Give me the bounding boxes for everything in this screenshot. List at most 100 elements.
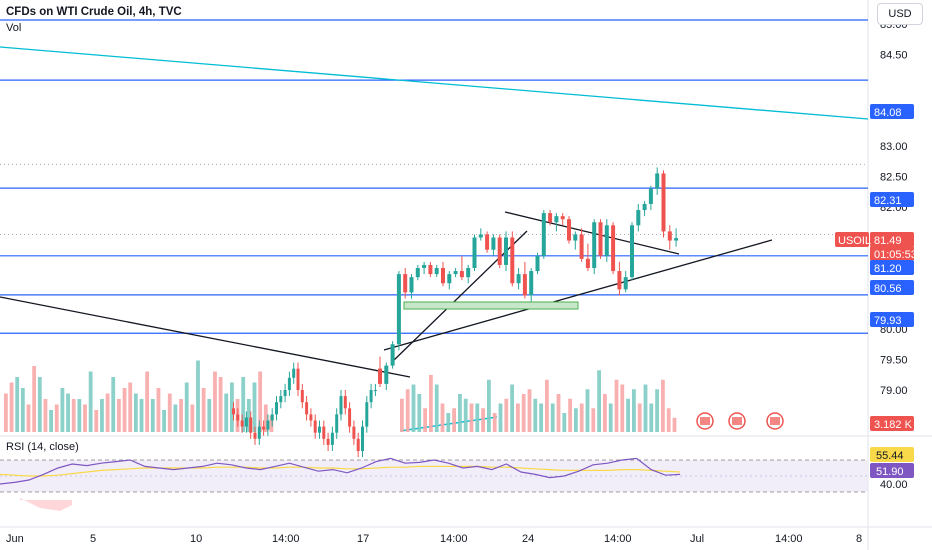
volume-bar xyxy=(614,379,619,432)
rsi-line xyxy=(0,457,681,485)
price-tick-label: 84.50 xyxy=(880,50,908,62)
candle-body xyxy=(548,213,553,223)
volume-bar xyxy=(545,379,549,432)
rsi-tick-label: 40.00 xyxy=(880,479,908,491)
price-badge: 81.20 xyxy=(870,260,914,275)
candle-body xyxy=(396,274,401,345)
volume-bar xyxy=(411,384,416,432)
candle-body xyxy=(579,234,584,259)
rsi-oversold-fill xyxy=(20,498,72,511)
candle-body xyxy=(287,377,291,390)
volume-bar xyxy=(400,398,404,432)
time-tick-label: 5 xyxy=(90,533,96,545)
volume-bar xyxy=(100,399,104,432)
rsi-ma-badge: 55.44 xyxy=(870,447,914,462)
volume-bar xyxy=(88,371,93,432)
volume-bar xyxy=(649,403,654,432)
candle-body xyxy=(535,255,540,272)
candle-body xyxy=(667,231,672,241)
volume-bar xyxy=(71,399,76,432)
price-badge-label: 81.20 xyxy=(874,263,902,275)
candle-body xyxy=(510,237,515,284)
volume-bar xyxy=(452,408,456,432)
time-tick-label: 14:00 xyxy=(272,533,300,545)
time-tick-label: 14:00 xyxy=(604,533,632,545)
candle-body xyxy=(529,271,534,296)
volume-bar xyxy=(139,399,144,432)
time-tick-label: Jul xyxy=(690,533,704,545)
candle-body xyxy=(275,402,278,415)
event-flag-icon xyxy=(696,412,714,430)
volume-bar xyxy=(597,370,601,432)
candle-body xyxy=(365,402,369,427)
rsi-value-badge: 51.90 xyxy=(870,463,914,478)
volume-bar xyxy=(632,389,636,432)
price-tick-label: 79.00 xyxy=(880,385,908,397)
currency-button[interactable]: USD xyxy=(877,3,923,25)
candle-body xyxy=(409,277,414,293)
price-badge: 3.182 K xyxy=(870,416,914,431)
price-badge: 84.08 xyxy=(870,104,914,119)
volume-bar xyxy=(475,403,480,432)
volume-bar xyxy=(620,384,625,432)
candle-body xyxy=(403,274,408,293)
rsi-ma-value: 55.44 xyxy=(876,450,904,462)
volume-bar xyxy=(533,398,538,432)
volume-bar xyxy=(111,377,116,432)
volume-bar xyxy=(405,389,410,432)
volume-bar xyxy=(66,393,70,432)
volume-bar xyxy=(150,399,155,432)
candle-body xyxy=(343,396,347,409)
candle-body xyxy=(292,368,296,378)
volume-bar xyxy=(579,403,584,432)
volume-bar xyxy=(521,394,526,432)
volume-bar xyxy=(417,394,422,432)
candle-body xyxy=(447,274,452,284)
price-tick-label: 82.50 xyxy=(880,172,908,184)
time-tick-label: Jun xyxy=(6,533,24,545)
candle-body xyxy=(516,274,521,284)
candle-body xyxy=(428,264,433,275)
volume-bar xyxy=(481,408,485,432)
descending-resistance-line xyxy=(504,211,680,255)
price-badge-label: 80.56 xyxy=(874,283,902,295)
candle-body xyxy=(642,203,647,211)
price-badge-label: 84.08 xyxy=(874,107,902,119)
volume-bar xyxy=(77,399,82,432)
volume-bar xyxy=(643,384,648,432)
candle-body xyxy=(598,222,603,256)
volume-bar xyxy=(54,404,59,432)
candle-body xyxy=(378,368,382,384)
volume-bar xyxy=(626,398,630,432)
candle-body xyxy=(279,396,283,403)
candle-body xyxy=(541,213,546,256)
price-badge-label: 01:05:53 xyxy=(874,249,917,261)
volume-bar xyxy=(269,415,274,432)
candle-body xyxy=(611,225,616,272)
volume-bar xyxy=(446,413,451,432)
event-flag-icon xyxy=(728,412,746,430)
volume-bar xyxy=(201,388,206,432)
volume-bar xyxy=(224,393,229,432)
rsi-label: RSI (14, close) xyxy=(6,441,79,453)
candle-body xyxy=(335,414,339,433)
candle-body xyxy=(617,271,622,290)
volume-bar xyxy=(539,403,543,432)
candle-body xyxy=(326,438,330,445)
volume-bar xyxy=(655,389,659,432)
volume-bar xyxy=(458,394,462,432)
candle-body xyxy=(361,426,364,451)
volume-bar xyxy=(207,399,212,432)
time-tick-label: 14:00 xyxy=(775,533,803,545)
candle-body xyxy=(522,274,527,296)
candle-body xyxy=(573,234,578,241)
price-badge-label: 82.31 xyxy=(874,195,902,207)
candle-body xyxy=(630,225,634,278)
volume-bar xyxy=(43,399,48,432)
candle-body xyxy=(249,417,253,433)
volume-bar xyxy=(20,388,25,432)
volume-bar xyxy=(49,410,53,432)
volume-bar xyxy=(105,393,110,432)
